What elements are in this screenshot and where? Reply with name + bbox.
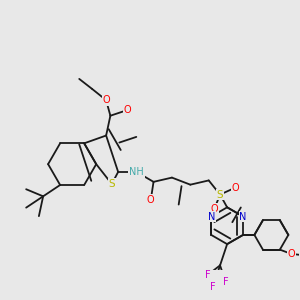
Text: O: O: [287, 249, 295, 259]
Text: S: S: [217, 190, 224, 200]
Text: F: F: [205, 270, 210, 280]
Text: O: O: [124, 105, 131, 115]
Text: NH: NH: [129, 167, 144, 177]
Text: O: O: [102, 95, 110, 105]
Text: F: F: [223, 277, 229, 287]
Text: N: N: [208, 212, 215, 221]
Text: O: O: [147, 195, 154, 205]
Text: O: O: [232, 182, 239, 193]
Text: S: S: [109, 179, 115, 189]
Text: O: O: [211, 204, 218, 214]
Text: N: N: [239, 212, 247, 221]
Text: F: F: [210, 282, 216, 292]
